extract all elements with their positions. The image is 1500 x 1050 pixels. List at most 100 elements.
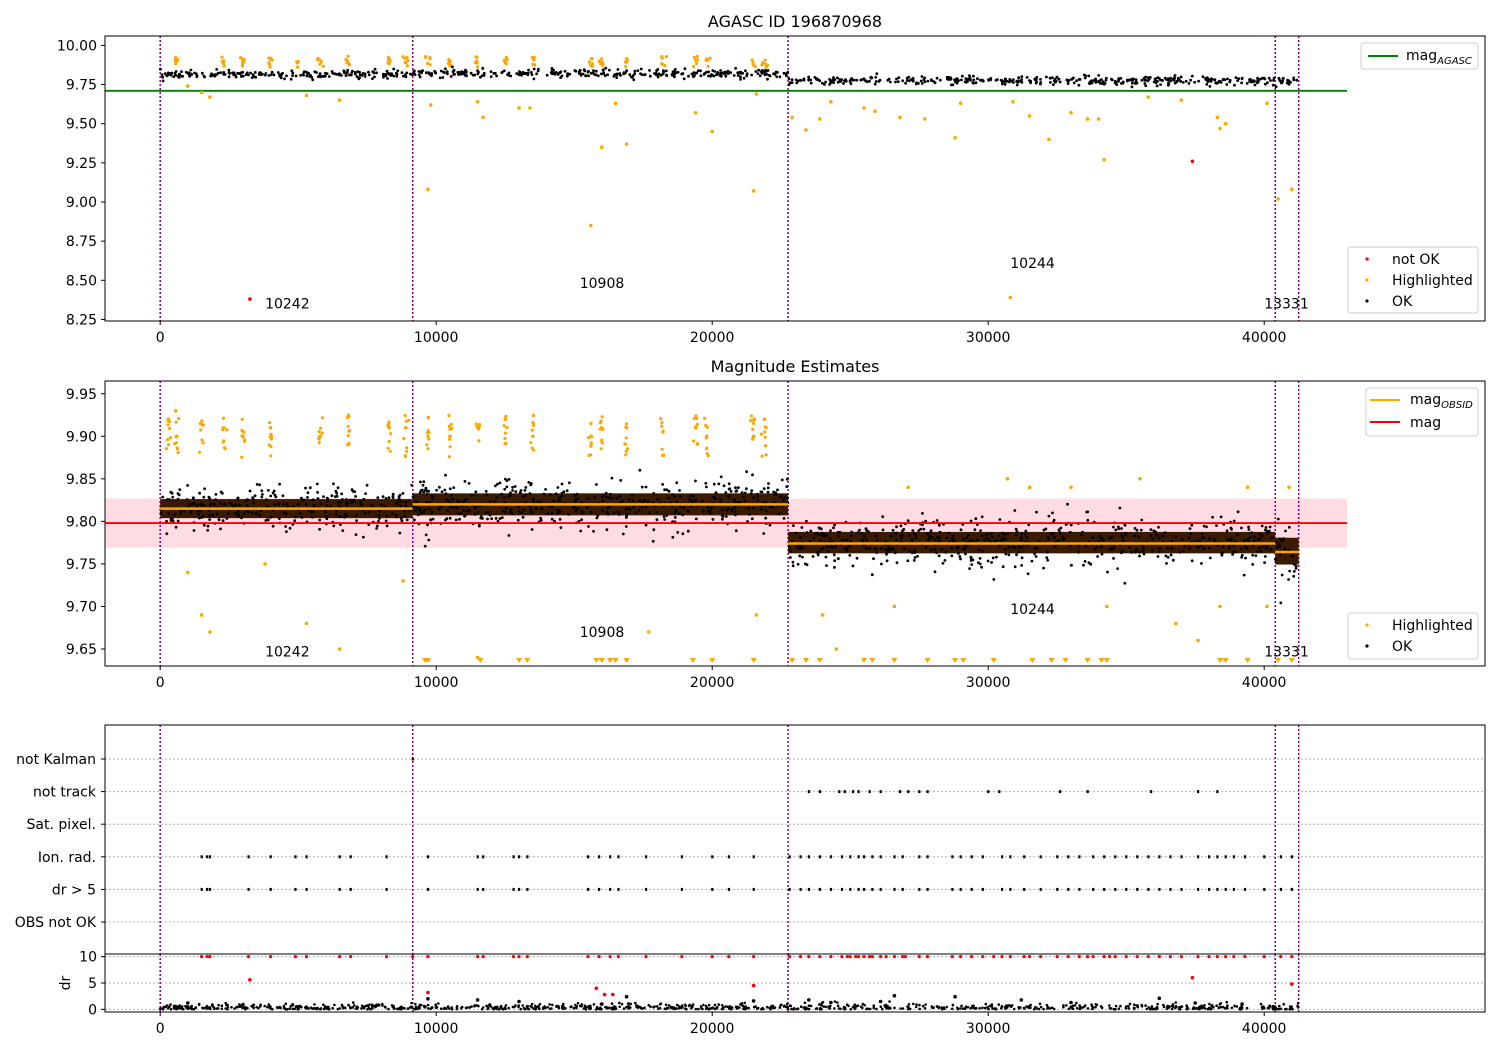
agasc-ok-point (599, 72, 603, 76)
dr-ok-point (1147, 1006, 1150, 1009)
magnitude-ok-point (332, 524, 336, 528)
dr-ok-point (1180, 1005, 1183, 1008)
dr-ok-point (519, 1007, 522, 1011)
agasc-highlighted-point (818, 117, 822, 121)
magnitude-ok-point (1006, 532, 1009, 536)
flags-point (609, 887, 612, 891)
agasc-ok-point (358, 73, 362, 77)
agasc-ok-point (1193, 80, 1196, 84)
magnitude-ok-point (259, 509, 262, 513)
agasc-ok-point (325, 72, 329, 75)
magnitude-ok-point (375, 527, 378, 530)
magnitude-ok-point (1208, 546, 1211, 550)
magnitude-ok-point (1096, 555, 1099, 558)
magnitude-ok-point (861, 538, 865, 541)
magnitude-ok-point (798, 544, 802, 547)
magnitude-ok-point (1258, 532, 1261, 536)
dr-ok-point (255, 1005, 258, 1009)
magnitude-ok-point (1190, 523, 1194, 527)
magnitude-highlighted-point (174, 441, 178, 445)
magnitude-ok-point (833, 523, 836, 527)
agasc-ok-point (318, 74, 322, 77)
agasc-ok-point (1119, 82, 1123, 85)
magnitude-offscale-marker (524, 658, 531, 663)
dr-clipped-point (1168, 955, 1172, 959)
magnitude-ok-point (958, 555, 962, 558)
magnitude-ok-point (665, 514, 669, 517)
agasc-ok-point (671, 70, 675, 74)
magnitude-highlighted-point (476, 427, 481, 431)
flags-point (1263, 855, 1266, 859)
agasc-highlighted-point (1218, 126, 1222, 131)
flags-point (893, 855, 896, 859)
magnitude-highlighted-point (221, 426, 226, 430)
dr-plot-area (105, 954, 1485, 1012)
magnitude-highlighted-point (598, 421, 603, 425)
dr-ok-point (678, 1005, 681, 1008)
agasc-ok-point (417, 73, 421, 77)
dr-ok-point (836, 1004, 840, 1008)
magnitude-highlighted-point (1265, 604, 1269, 609)
dr-ok-point (647, 1004, 650, 1007)
magnitude-ok-point (969, 519, 973, 523)
dr-ok-point (990, 1003, 994, 1006)
dr-ok-point (990, 1005, 993, 1008)
flags-point (898, 790, 902, 794)
magnitude-ok-point (686, 509, 689, 512)
agasc-ok-point (832, 76, 835, 79)
magnitude-offscale-marker (477, 658, 484, 663)
agasc-ok-point (285, 74, 288, 78)
dr-ok-point (1219, 1005, 1223, 1009)
magnitude-ok-point (219, 527, 222, 531)
magnitude-ok-point (867, 530, 870, 533)
agasc-highlighted-point (613, 101, 618, 106)
dr-xtick-label: 20000 (690, 1021, 735, 1037)
magnitude-obsid-label: 10244 (1010, 602, 1055, 618)
dr-ok-point (614, 1007, 618, 1011)
flags-point (857, 855, 860, 859)
dr-clipped-point (1102, 955, 1106, 959)
agasc-ok-point (270, 70, 274, 74)
agasc-ok-point (577, 72, 581, 75)
magnitude-ok-point (1256, 550, 1259, 553)
magnitude-ok-point (450, 494, 453, 497)
dr-ok-point (430, 1006, 434, 1009)
magnitude-ok-point (612, 511, 616, 515)
magnitude-ok-point (734, 529, 738, 533)
magnitude-highlighted-point (387, 439, 391, 444)
magnitude-ok-point (1047, 514, 1051, 518)
flags-point (1180, 887, 1183, 891)
magnitude-ok-point (1219, 515, 1223, 519)
dr-ok-point (953, 994, 957, 999)
magnitude-ok-point (288, 526, 292, 530)
dr-clipped-point (710, 955, 714, 959)
magnitude-ok-point (935, 519, 939, 522)
dr-ok-point (653, 1005, 656, 1008)
magnitude-ok-point (985, 533, 988, 536)
agasc-ok-point (1156, 80, 1159, 83)
dr-ok-point (414, 1005, 418, 1009)
agasc-ok-point (591, 71, 595, 75)
agasc-ok-point (476, 69, 479, 72)
flags-point (951, 887, 954, 891)
dr-ok-point (994, 1007, 998, 1010)
magnitude-ok-point (808, 539, 812, 543)
agasc-ok-point (244, 73, 248, 76)
dr-ok-point (306, 1006, 310, 1010)
agasc-ok-point (1053, 77, 1057, 81)
dr-ok-point (1245, 1006, 1249, 1010)
magnitude-ok-point (168, 498, 171, 501)
agasc-ok-point (1054, 79, 1058, 83)
magnitude-ok-point (467, 482, 471, 485)
magnitude-ok-point (567, 512, 570, 516)
magnitude-ok-point (1165, 562, 1168, 565)
magnitude-ok-point (325, 504, 329, 508)
dr-ok-point (608, 1006, 611, 1009)
magnitude-highlighted-point (426, 416, 430, 420)
agasc-ok-point (252, 75, 256, 79)
agasc-ok-point (394, 71, 398, 75)
agasc-ok-point (933, 81, 937, 85)
magnitude-ok-point (921, 512, 924, 515)
agasc-ok-point (1110, 77, 1113, 81)
dr-ok-point (935, 1005, 939, 1008)
